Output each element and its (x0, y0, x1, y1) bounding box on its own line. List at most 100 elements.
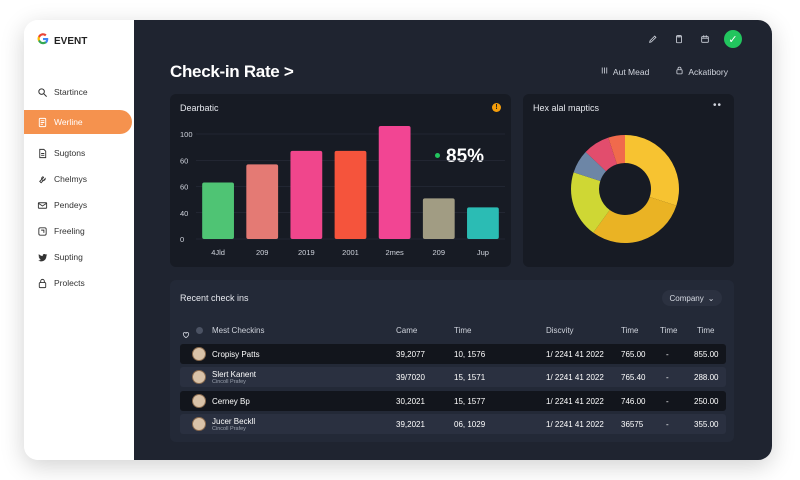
top-toolbar: ✓ (646, 30, 742, 48)
donut-chart (571, 135, 679, 244)
more-options-icon[interactable]: •• (712, 100, 722, 111)
sidebar-item-label: Chelmys (54, 174, 88, 184)
column-header-time-2[interactable]: Time (621, 326, 639, 335)
column-header-checkins[interactable]: Mest Checkins (212, 326, 265, 335)
row-time-2: 765.40 (621, 373, 646, 382)
mail-icon (36, 199, 48, 211)
sidebar-item-startince[interactable]: Startince (24, 80, 132, 104)
file-icon (36, 147, 48, 159)
sidebar-item-werline[interactable]: Werline (24, 110, 132, 134)
document-icon (36, 116, 48, 128)
sidebar-item-supting[interactable]: Supting (24, 245, 132, 269)
main-content: ✓ Check-in Rate > Aut Mead Ackatibory De… (134, 20, 772, 460)
donut-chart-card: Hex alal maptics •• (523, 94, 734, 267)
y-tick-label: 100 (180, 130, 193, 139)
row-name: Jucer Beckll (212, 417, 256, 426)
row-came: 39/7020 (396, 373, 425, 382)
check-status-icon[interactable]: ✓ (724, 30, 742, 48)
x-tick-label: 2019 (298, 248, 315, 257)
row-time-2: 765.00 (621, 350, 646, 359)
wrench-icon (36, 173, 48, 185)
clipboard-icon[interactable] (672, 32, 686, 46)
row-time-3: - (666, 420, 669, 429)
calendar-icon[interactable] (698, 32, 712, 46)
y-tick-label: 40 (180, 209, 188, 218)
bar[interactable] (422, 198, 455, 239)
y-tick-label: 60 (180, 183, 188, 192)
row-time-4: 250.00 (694, 397, 719, 406)
lock-icon (675, 66, 684, 77)
table-row[interactable]: Slert Kanent Cincoll Prafey 39/7020 15, … (180, 367, 726, 387)
donut-slice[interactable] (608, 135, 625, 165)
sidebar-item-freeling[interactable]: Freeling (24, 219, 132, 243)
company-filter-dropdown[interactable]: Company ⌄ (662, 290, 722, 306)
status-dot (435, 153, 440, 158)
page-title[interactable]: Check-in Rate > (170, 62, 294, 81)
column-header-discvity[interactable]: Discvity (546, 326, 574, 335)
row-time-2: 746.00 (621, 397, 646, 406)
row-name: Cropisy Patts (212, 350, 260, 359)
row-discvity: 1/ 2241 41 2022 (546, 350, 604, 359)
aut-mead-label: Aut Mead (612, 66, 650, 77)
donut-slice[interactable] (573, 152, 607, 181)
row-discvity: 1/ 2241 41 2022 (546, 397, 604, 406)
table-row[interactable]: Cerney Bp 30,2021 15, 1577 1/ 2241 41 20… (180, 391, 726, 411)
row-discvity: 1/ 2241 41 2022 (546, 420, 604, 429)
bar[interactable] (334, 150, 367, 239)
info-badge-icon[interactable]: ! (492, 103, 501, 112)
sidebar-item-prolects[interactable]: Prolects (24, 271, 132, 295)
sidebar-item-label: Prolects (54, 278, 85, 288)
pen-icon[interactable] (646, 32, 660, 46)
sidebar-item-label: Werline (54, 117, 83, 127)
sidebar-item-label: Supting (54, 252, 83, 262)
row-time-3: - (666, 397, 669, 406)
row-time: 06, 1029 (454, 420, 486, 429)
bar[interactable] (378, 126, 411, 239)
lock-icon (36, 277, 48, 289)
column-header-time-3[interactable]: Time (660, 326, 678, 335)
donut-slice[interactable] (571, 172, 610, 233)
checkin-percentage: 85% (446, 146, 485, 167)
sidebar-item-sugtons[interactable]: Sugtons (24, 141, 132, 165)
donut-slice[interactable] (585, 137, 617, 172)
row-time: 15, 1571 (454, 373, 486, 382)
row-time-3: - (666, 350, 669, 359)
row-time-3: - (666, 373, 669, 382)
avatar (192, 417, 206, 431)
row-came: 30,2021 (396, 397, 425, 406)
aut-mead-button[interactable]: Aut Mead (600, 66, 649, 77)
heart-icon[interactable] (182, 326, 190, 344)
column-header-time-4[interactable]: Time (697, 326, 715, 335)
sidebar-item-label: Startince (54, 87, 88, 97)
table-row[interactable]: Jucer Beckll Cincoll Prafey 39,2021 06, … (180, 414, 726, 434)
ackatibory-label: Ackatibory (688, 66, 728, 77)
row-name: Cerney Bp (212, 397, 250, 406)
donut-slice[interactable] (593, 197, 677, 244)
column-header-came[interactable]: Came (396, 326, 418, 335)
header-actions: Aut Mead Ackatibory (600, 66, 728, 77)
table-title: Recent check ins (180, 293, 249, 303)
brand[interactable]: EVENT (36, 32, 87, 51)
row-name: Slert Kanent (212, 370, 257, 379)
bar[interactable] (290, 150, 323, 239)
sidebar-item-chelmys[interactable]: Chelmys (24, 167, 132, 191)
ackatibory-button[interactable]: Ackatibory (675, 66, 728, 77)
row-time-4: 288.00 (694, 373, 719, 382)
bar[interactable] (246, 164, 279, 239)
column-header-time[interactable]: Time (454, 326, 472, 335)
sidebar-item-label: Freeling (54, 226, 85, 236)
select-all-toggle[interactable] (196, 327, 203, 334)
bar[interactable] (202, 182, 234, 240)
sidebar: EVENT Startince Werline Sugtons Chelmys (24, 20, 134, 460)
avatar (192, 370, 206, 384)
table-row[interactable]: Cropisy Patts 39,2077 10, 1576 1/ 2241 4… (180, 344, 726, 364)
donut-slice[interactable] (625, 135, 679, 206)
bar-chart: 100 60 60 40 0 4Jld 209 2019 2001 2mes 209 Jup (180, 126, 505, 257)
bar-chart-title: Dearbatic (180, 103, 219, 113)
donut-chart-title: Hex alal maptics (533, 103, 600, 113)
share-icon (36, 225, 48, 237)
bar[interactable] (467, 207, 499, 239)
x-tick-label: 2001 (342, 248, 359, 257)
sidebar-item-pendeys[interactable]: Pendeys (24, 193, 132, 217)
x-tick-label: 4Jld (211, 248, 225, 257)
